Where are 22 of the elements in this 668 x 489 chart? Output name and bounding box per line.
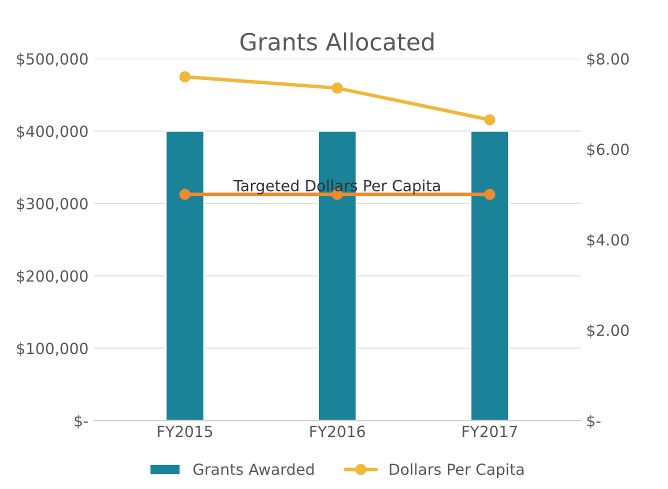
x-tick-label: FY2015	[158, 426, 212, 438]
legend-label: Grants Awarded	[193, 463, 314, 476]
y2-tick-label: $2.00	[587, 324, 629, 338]
y-tick-label: $100,000	[17, 342, 88, 356]
x-tick-label: FY2017	[462, 426, 517, 438]
point	[484, 114, 496, 126]
y-tick-label: $300,000	[17, 198, 88, 212]
y-tick-label: $200,000	[17, 270, 88, 284]
point	[179, 71, 191, 82]
y2-tick-label: $6.00	[587, 143, 629, 158]
y-tick-label: $-	[74, 414, 88, 429]
y2-tick-label: $4.00	[587, 234, 629, 248]
point	[179, 188, 191, 200]
x-tick-label: FY2016	[310, 426, 365, 438]
y2-tick-label: $-	[587, 414, 601, 429]
y-tick-label: $400,000	[17, 125, 88, 140]
y2-tick-label: $8.00	[587, 52, 629, 67]
chart-title: Grants Allocated	[240, 32, 434, 51]
point	[484, 188, 496, 200]
legend-label: Dollars Per Capita	[390, 463, 524, 478]
point	[332, 82, 343, 94]
y-tick-label: $500,000	[17, 52, 88, 67]
